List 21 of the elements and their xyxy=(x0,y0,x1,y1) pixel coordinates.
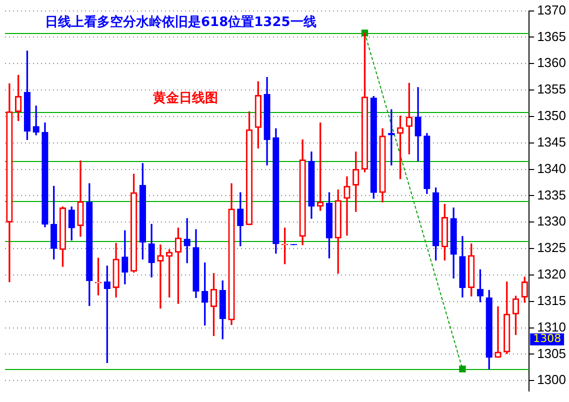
candlestick xyxy=(494,306,502,358)
annotation: 日线上看多空分水岭依旧是618位置1325一线 xyxy=(45,14,316,30)
y-tick-label: 1360 xyxy=(537,55,566,70)
candlestick xyxy=(344,176,350,236)
y-tick-label: 1365 xyxy=(537,28,566,44)
y-tick-label: 1370 xyxy=(537,2,566,18)
y-tick-label: 1310 xyxy=(537,319,566,334)
text: 黄金日线图 xyxy=(152,91,218,106)
y-tick-label: 1350 xyxy=(537,108,566,124)
y-tick-label: 1325 xyxy=(537,240,566,256)
y-tick-label: 1315 xyxy=(537,292,566,308)
y-tick-label: 1320 xyxy=(537,266,566,282)
y-tick-label: 1345 xyxy=(537,134,566,150)
y-tick-label: 1355 xyxy=(537,82,566,97)
y-tick-label: 1335 xyxy=(537,187,566,202)
y-tick-label: 1300 xyxy=(537,372,566,388)
y-tick-label: 1305 xyxy=(537,346,566,361)
candlestick xyxy=(157,244,164,309)
y-tick-label: 1330 xyxy=(537,214,566,229)
y-tick-label: 1340 xyxy=(537,160,566,176)
annotation: 1308 xyxy=(533,332,562,346)
